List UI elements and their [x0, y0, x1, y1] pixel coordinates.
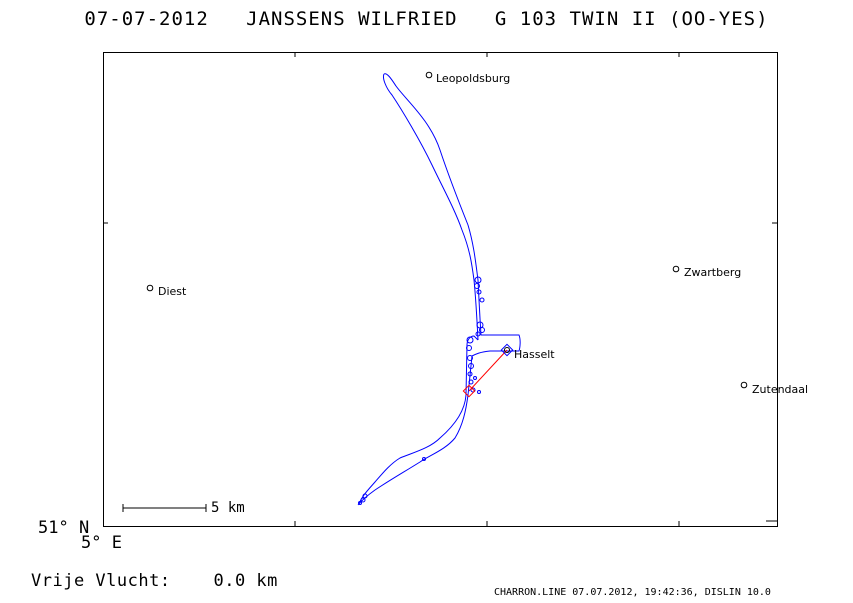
city-label-leopoldsburg: Leopoldsburg: [436, 72, 511, 85]
leopoldsburg-marker: [425, 71, 433, 79]
city-label-zutendaal: Zutendaal: [752, 383, 809, 396]
axis-ticks: [103, 52, 777, 526]
zwartberg-marker: [672, 265, 680, 273]
page-title: 07-07-2012 JANSSENS WILFRIED G 103 TWIN …: [84, 8, 769, 30]
distance-summary: Vrije Vlucht: 0.0 km: [31, 571, 278, 591]
diest-marker: [146, 284, 154, 292]
map-frame: [103, 52, 778, 527]
scale-label: 5 km: [211, 500, 245, 516]
city-markers: [146, 71, 748, 389]
credit-line: CHARRON.LINE 07.07.2012, 19:42:36, DISLI…: [494, 587, 771, 598]
flight-track: [357, 73, 521, 506]
city-label-zwartberg: Zwartberg: [684, 266, 742, 279]
scale-bar: [122, 504, 207, 512]
zutendaal-marker: [740, 381, 748, 389]
city-label-diest: Diest: [158, 285, 187, 298]
longitude-label: 5° E: [81, 533, 122, 553]
city-label-hasselt: Hasselt: [514, 348, 555, 361]
hasselt-marker: [500, 343, 514, 357]
task-line: [462, 349, 508, 398]
latitude-label: 51° N: [38, 518, 90, 538]
